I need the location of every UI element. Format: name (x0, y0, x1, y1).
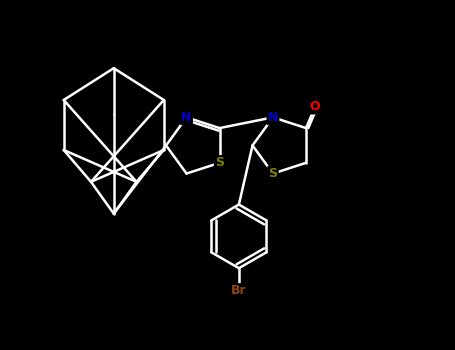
Text: S: S (268, 167, 278, 180)
Text: O: O (310, 100, 320, 113)
Text: S: S (215, 156, 224, 169)
Text: N: N (182, 111, 192, 124)
Text: N: N (268, 111, 278, 124)
Text: Br: Br (231, 285, 247, 297)
